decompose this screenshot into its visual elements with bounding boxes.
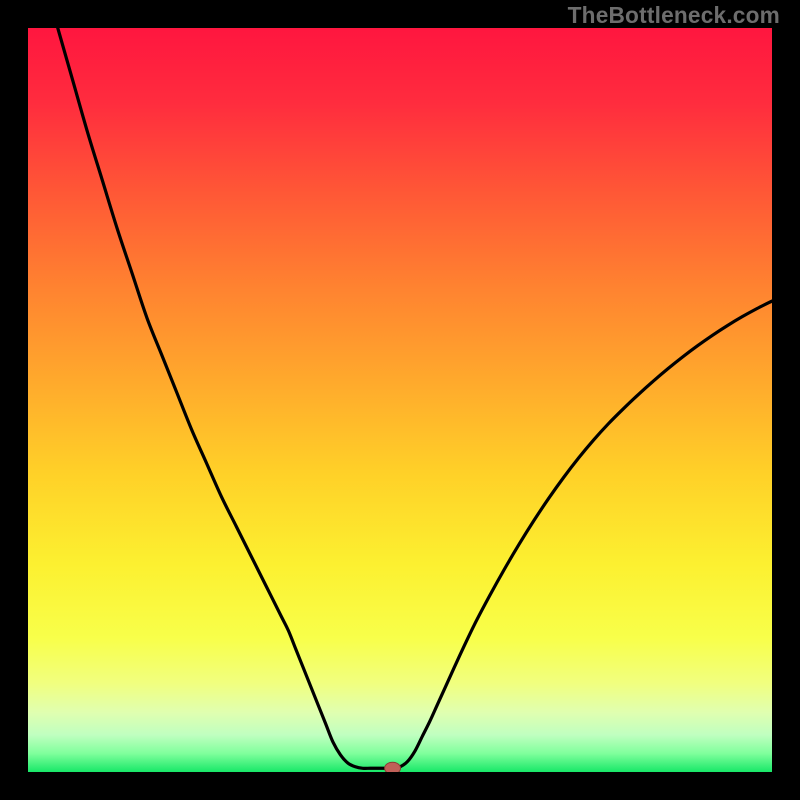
gradient-background [28, 28, 772, 772]
watermark-text: TheBottleneck.com [568, 2, 780, 29]
minimum-marker [385, 762, 401, 772]
chart-svg [28, 28, 772, 772]
plot-area [28, 28, 772, 772]
